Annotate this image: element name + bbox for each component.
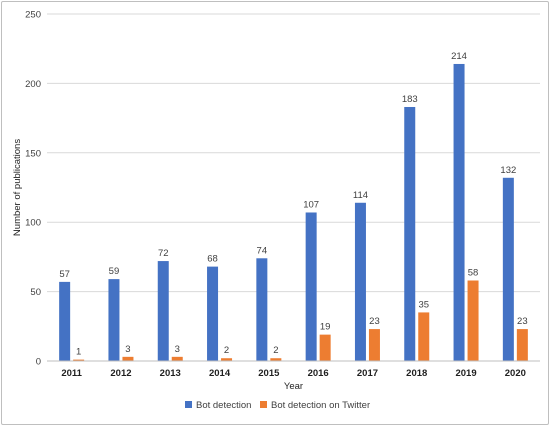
x-tick-label: 2018 xyxy=(406,368,427,379)
x-tick-label: 2017 xyxy=(357,368,378,379)
data-labels: 57 1 59 3 72 3 68 2 74 2 107 19 114 23 183 35 214 58 132 23 xyxy=(59,51,527,358)
bar-bot-detection-twitter xyxy=(516,329,528,361)
bar-bot-detection xyxy=(207,266,219,361)
legend-label: Bot detection on Twitter xyxy=(271,400,370,411)
bar-bot-detection xyxy=(256,258,268,361)
data-label: 57 xyxy=(59,269,70,280)
bar-bot-detection-twitter xyxy=(73,359,85,361)
y-tick-label: 50 xyxy=(30,287,41,298)
data-label: 72 xyxy=(158,248,169,259)
bar-bot-detection-twitter xyxy=(270,358,282,361)
legend-item: Bot detection on Twitter xyxy=(260,400,370,411)
x-tick-label: 2013 xyxy=(160,368,181,379)
bar-bot-detection xyxy=(157,261,169,361)
x-tick-label: 2011 xyxy=(61,368,82,379)
data-label: 107 xyxy=(303,199,319,210)
data-label: 132 xyxy=(500,165,516,176)
bar-bot-detection-twitter xyxy=(418,312,430,361)
data-label: 35 xyxy=(418,299,429,310)
bar-bot-detection xyxy=(305,212,317,361)
legend: Bot detection Bot detection on Twitter xyxy=(185,400,370,411)
data-label: 58 xyxy=(468,267,479,278)
x-tick-label: 2020 xyxy=(505,368,526,379)
bar-bot-detection-twitter xyxy=(368,329,380,361)
data-label: 19 xyxy=(320,322,331,333)
bars xyxy=(59,63,528,362)
data-label: 3 xyxy=(125,344,130,355)
legend-item: Bot detection xyxy=(185,400,251,411)
data-label: 2 xyxy=(273,345,278,356)
data-label: 114 xyxy=(353,190,368,201)
data-label: 1 xyxy=(76,347,81,358)
bar-bot-detection xyxy=(354,202,366,361)
data-label: 59 xyxy=(109,266,120,277)
bar-bot-detection-twitter xyxy=(221,358,233,361)
legend-label: Bot detection xyxy=(196,400,251,411)
data-label: 23 xyxy=(517,316,528,327)
y-axis-title: Number of publications xyxy=(12,139,23,236)
data-label: 183 xyxy=(402,94,418,105)
x-tick-label: 2016 xyxy=(308,368,329,379)
legend-swatch xyxy=(185,401,192,408)
x-tick-label: 2015 xyxy=(258,368,280,379)
x-tick-label: 2014 xyxy=(209,368,231,379)
data-label: 3 xyxy=(175,344,180,355)
bar-bot-detection xyxy=(453,63,465,362)
y-axis-ticks: 0 50 100 150 200 250 xyxy=(25,10,41,368)
y-tick-label: 200 xyxy=(25,79,41,90)
bar-bot-detection xyxy=(59,281,71,361)
data-label: 214 xyxy=(451,51,467,62)
y-tick-label: 100 xyxy=(25,218,41,229)
x-tick-label: 2019 xyxy=(455,368,476,379)
y-tick-label: 250 xyxy=(25,10,41,21)
legend-swatch xyxy=(260,401,267,408)
bar-bot-detection-twitter xyxy=(171,356,183,361)
bar-bot-detection xyxy=(502,177,514,361)
bar-bot-detection xyxy=(404,106,416,361)
y-tick-label: 150 xyxy=(25,148,41,159)
x-axis-ticks: 2011 2012 2013 2014 2015 2016 2017 2018 2019 2020 xyxy=(61,368,526,379)
data-label: 2 xyxy=(224,345,229,356)
y-tick-label: 0 xyxy=(36,357,41,368)
x-tick-label: 2012 xyxy=(110,368,131,379)
data-label: 23 xyxy=(369,316,380,327)
bar-bot-detection-twitter xyxy=(122,356,134,361)
x-axis-title: Year xyxy=(284,381,303,392)
bar-bot-detection-twitter xyxy=(319,334,331,361)
bar-bot-detection-twitter xyxy=(467,280,479,361)
data-label: 68 xyxy=(207,254,218,265)
data-label: 74 xyxy=(257,245,268,256)
bar-bot-detection xyxy=(108,279,120,361)
